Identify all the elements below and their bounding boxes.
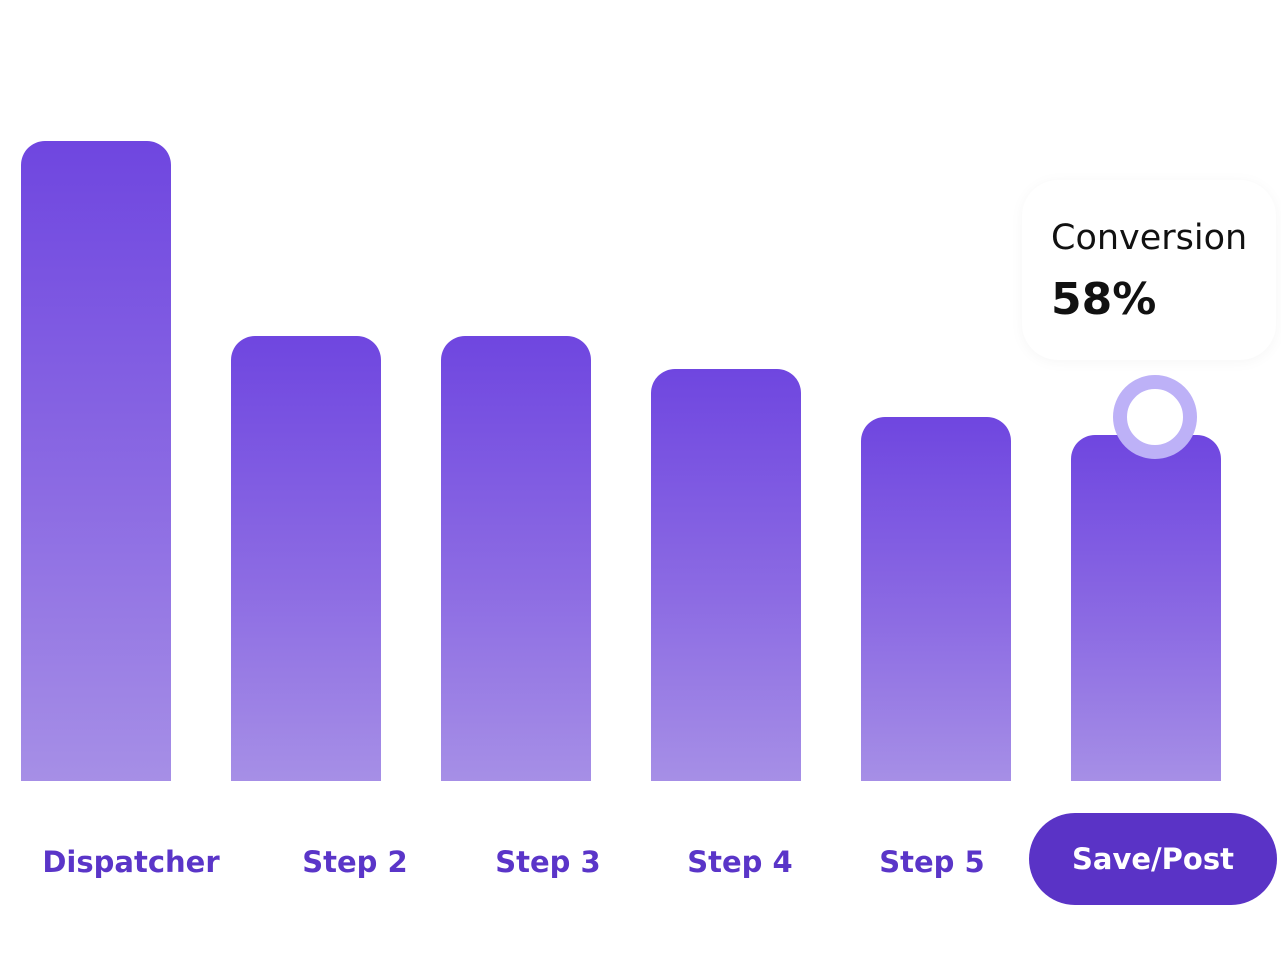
tooltip-title: Conversion <box>1051 218 1248 258</box>
bar-step-4 <box>651 369 801 781</box>
category-label-step-5: Step 5 <box>879 845 985 879</box>
bar-save-post <box>1071 435 1221 781</box>
bar-dispatcher <box>21 141 171 781</box>
category-label-step-2: Step 2 <box>302 845 408 879</box>
bar-step-5 <box>861 417 1011 781</box>
tooltip-value: 58% <box>1051 274 1157 325</box>
category-label-step-3: Step 3 <box>495 845 601 879</box>
category-label-step-4: Step 4 <box>687 845 793 879</box>
conversion-tooltip: Conversion 58% <box>1022 180 1276 360</box>
active-bar-marker <box>1113 375 1197 459</box>
category-label-dispatcher: Dispatcher <box>42 845 220 879</box>
save-post-button[interactable]: Save/Post <box>1029 813 1277 905</box>
bar-step-2 <box>231 336 381 781</box>
bar-step-3 <box>441 336 591 781</box>
